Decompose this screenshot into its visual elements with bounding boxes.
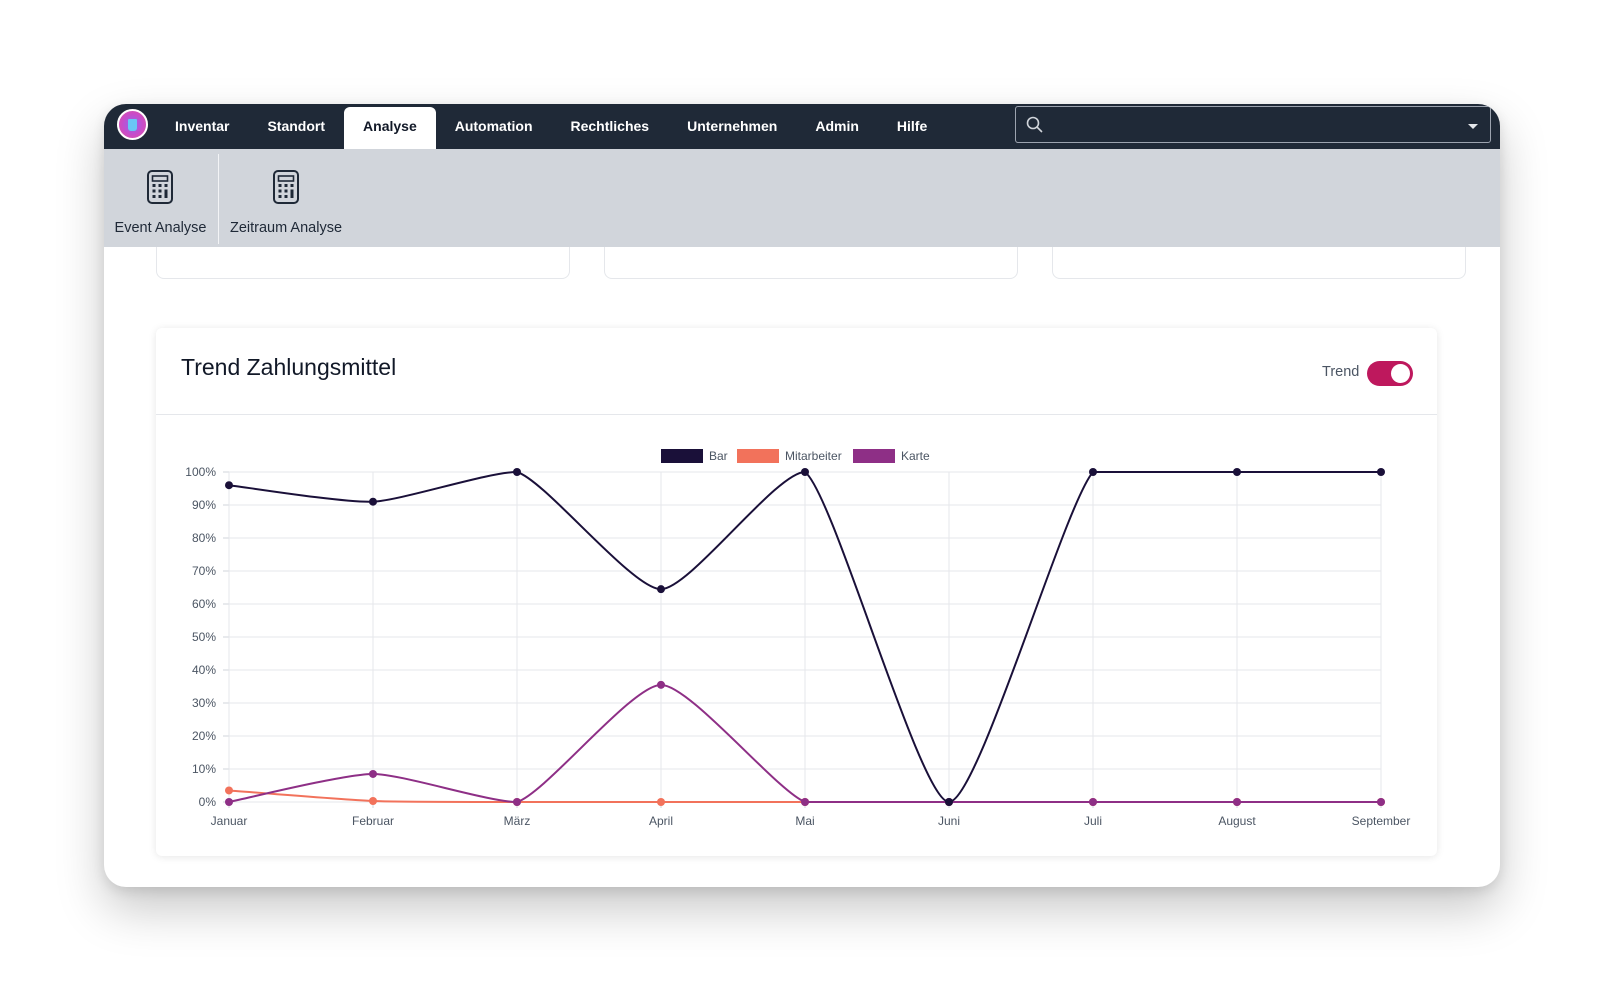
- top-navigation-bar: Inventar Standort Analyse Automation Rechtli…: [104, 104, 1500, 149]
- x-tick-label: Mai: [795, 814, 814, 828]
- legend-swatch: [853, 449, 895, 463]
- data-point-karte: [801, 798, 809, 806]
- legend-swatch: [661, 449, 703, 463]
- y-tick-label: 80%: [192, 531, 216, 545]
- panel-divider: [156, 414, 1437, 415]
- line-chart: 0% 10% 20% 30% 40% 50% 60% 70% 80% 90% 100% Januar F…: [185, 449, 1411, 828]
- data-point-karte: [657, 680, 665, 689]
- data-point-karte: [1089, 798, 1097, 806]
- y-tick-label: 90%: [192, 498, 216, 512]
- legend-label: Mitarbeiter: [785, 449, 842, 463]
- x-tick-label: September: [1352, 814, 1411, 828]
- tab-rechtliches[interactable]: Rechtliches: [570, 118, 650, 134]
- y-tick-label: 30%: [192, 696, 216, 710]
- data-point-karte: [369, 769, 377, 778]
- app-logo[interactable]: [117, 109, 148, 140]
- y-tick-label: 60%: [192, 597, 216, 611]
- y-tick-label: 20%: [192, 729, 216, 743]
- data-point-bar: [1089, 468, 1097, 476]
- main-nav: Inventar Standort Analyse Automation Rechtli…: [156, 107, 946, 149]
- sub-toolbar: Event Analyse Zeitraum Analyse: [104, 149, 1500, 247]
- tab-analyse[interactable]: Analyse: [344, 107, 436, 149]
- tab-automation[interactable]: Automation: [454, 118, 533, 134]
- x-tick-label: Juni: [938, 814, 960, 828]
- data-point-mitarbeiter: [657, 798, 665, 806]
- cup-icon: [128, 118, 137, 131]
- y-tick-label: 50%: [192, 630, 216, 644]
- data-point-mitarbeiter: [369, 797, 377, 806]
- series-line-karte: [228, 683, 1381, 804]
- ribbon-item-label: Event Analyse: [114, 220, 207, 236]
- data-point-karte: [225, 798, 233, 806]
- chevron-down-icon[interactable]: [1468, 124, 1478, 129]
- data-point-karte: [513, 798, 521, 806]
- y-tick-label: 0%: [199, 795, 217, 809]
- ribbon-divider: [218, 154, 219, 244]
- x-tick-label: Februar: [352, 814, 394, 828]
- series-line-bar: [228, 470, 1381, 804]
- legend-label: Karte: [901, 449, 930, 463]
- trend-panel: Trend Zahlungsmittel Trend 0% 10% 20% 30% 40…: [156, 328, 1437, 856]
- search-box[interactable]: [1015, 106, 1491, 143]
- tab-hilfe[interactable]: Hilfe: [896, 118, 928, 134]
- x-tick-label: Januar: [211, 814, 248, 828]
- legend-swatch: [737, 449, 779, 463]
- legend-label: Bar: [709, 449, 728, 463]
- ribbon-item-label: Zeitraum Analyse: [229, 220, 343, 236]
- data-point-bar: [225, 481, 233, 490]
- tab-admin[interactable]: Admin: [815, 118, 859, 134]
- app-window: Inventar Standort Analyse Automation Rechtli…: [104, 104, 1500, 887]
- tab-inventar[interactable]: Inventar: [175, 118, 230, 134]
- search-input[interactable]: [1050, 111, 1454, 140]
- calculator-icon: [147, 170, 173, 204]
- toggle-label: Trend: [1322, 364, 1360, 380]
- x-tick-label: April: [649, 814, 673, 828]
- data-point-bar: [1377, 468, 1385, 476]
- data-point-bar: [801, 468, 809, 476]
- panel-title: Trend Zahlungsmittel: [181, 354, 397, 380]
- data-point-karte: [1233, 798, 1241, 806]
- calculator-icon: [273, 170, 299, 204]
- x-tick-label: März: [504, 814, 531, 828]
- data-point-bar: [945, 798, 953, 806]
- data-point-bar: [513, 468, 521, 476]
- event-analyse-button[interactable]: Event Analyse: [104, 149, 217, 247]
- y-tick-label: 70%: [192, 564, 216, 578]
- y-tick-label: 10%: [192, 762, 216, 776]
- data-point-bar: [369, 497, 377, 506]
- search-icon: [1026, 116, 1043, 133]
- data-point-mitarbeiter: [225, 786, 233, 795]
- data-point-bar: [1233, 468, 1241, 476]
- x-tick-label: August: [1218, 814, 1256, 828]
- tab-standort[interactable]: Standort: [267, 118, 326, 134]
- trend-toggle[interactable]: [1367, 361, 1413, 386]
- zeitraum-analyse-button[interactable]: Zeitraum Analyse: [219, 149, 353, 247]
- toggle-knob: [1391, 364, 1410, 383]
- y-tick-label: 100%: [185, 465, 216, 479]
- x-tick-label: Juli: [1084, 814, 1102, 828]
- data-point-karte: [1377, 798, 1385, 806]
- y-tick-label: 40%: [192, 663, 216, 677]
- tab-unternehmen[interactable]: Unternehmen: [687, 118, 778, 134]
- data-point-bar: [657, 585, 665, 594]
